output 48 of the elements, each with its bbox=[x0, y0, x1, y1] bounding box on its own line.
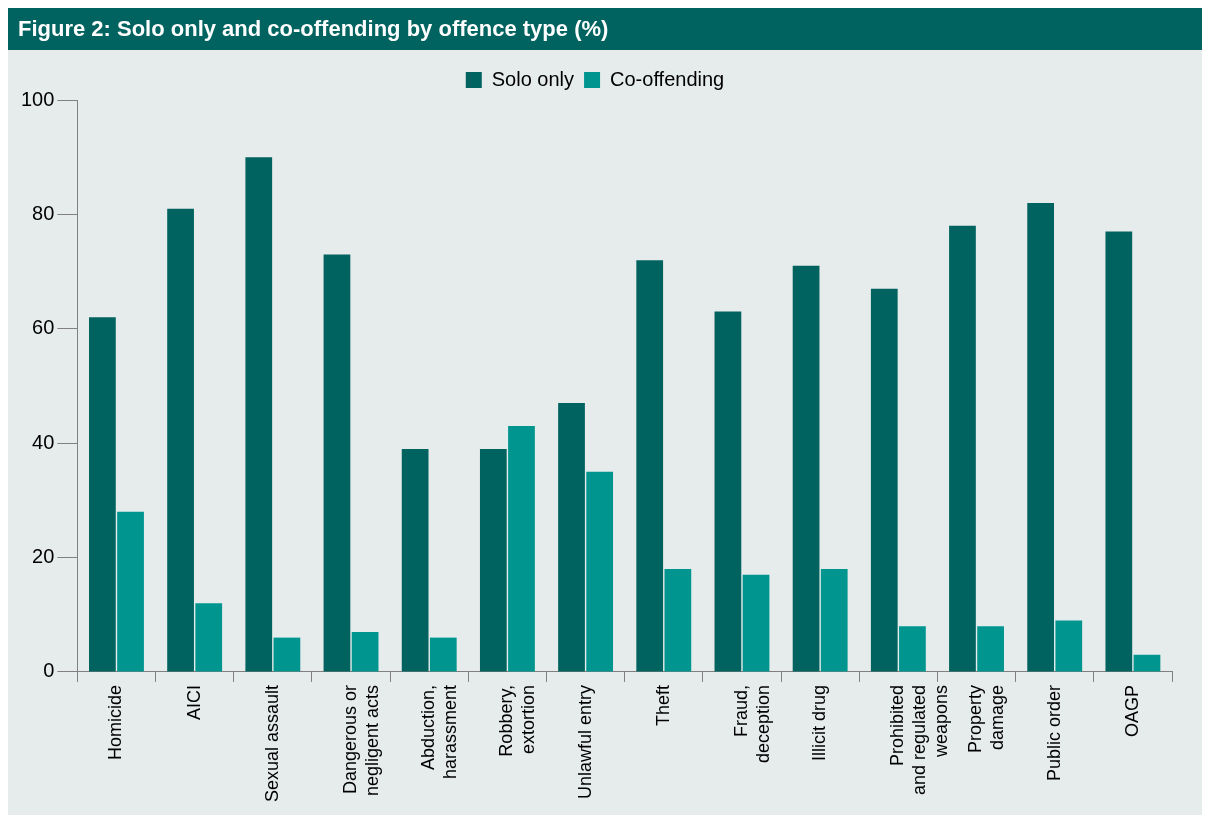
bar bbox=[429, 637, 457, 672]
x-tick-label: AICI bbox=[183, 684, 204, 720]
x-tick-label: Sexual assault bbox=[261, 684, 282, 803]
y-tick-label: 100 bbox=[20, 87, 55, 110]
bar bbox=[273, 637, 301, 672]
y-tick-label: 20 bbox=[32, 545, 55, 568]
x-tick-label: Fraud, deception bbox=[730, 684, 773, 764]
bar bbox=[167, 208, 194, 672]
bar bbox=[636, 260, 664, 672]
bar bbox=[89, 317, 116, 672]
x-tick-label: Homicide bbox=[105, 684, 126, 760]
legend-label: Solo only bbox=[491, 67, 575, 90]
bar bbox=[870, 288, 898, 672]
bar bbox=[792, 265, 820, 672]
bar bbox=[351, 631, 379, 672]
bar bbox=[401, 448, 429, 672]
chart-title: Figure 2: Solo only and co-offending by offence type (%) bbox=[8, 8, 1202, 50]
y-tick-label: 40 bbox=[32, 430, 55, 453]
x-tick-label: Theft bbox=[652, 684, 673, 726]
bar bbox=[245, 157, 273, 672]
bar bbox=[949, 225, 976, 672]
bar bbox=[586, 471, 614, 672]
bar bbox=[479, 448, 507, 672]
bar bbox=[977, 626, 1004, 672]
x-tick-label: Unlawful entry bbox=[574, 684, 595, 799]
x-tick-label: Illicit drug bbox=[809, 684, 830, 761]
bar bbox=[323, 254, 351, 672]
bar bbox=[714, 311, 742, 672]
bar bbox=[1133, 654, 1161, 672]
bar bbox=[899, 626, 926, 672]
x-tick-label: Prohibited and regulated weapons bbox=[887, 684, 951, 796]
bar bbox=[195, 603, 223, 672]
bar bbox=[117, 511, 144, 672]
bar bbox=[820, 568, 848, 672]
bar bbox=[1027, 202, 1055, 672]
bar bbox=[664, 568, 692, 672]
bar bbox=[1105, 231, 1133, 672]
bar bbox=[558, 403, 585, 672]
bar bbox=[742, 574, 770, 672]
legend-label: Co-offending bbox=[610, 67, 725, 90]
bar bbox=[1055, 620, 1083, 672]
x-tick-label: OAGP bbox=[1121, 684, 1142, 737]
y-tick-label: 60 bbox=[32, 316, 55, 339]
bar bbox=[508, 426, 535, 672]
y-tick-label: 0 bbox=[43, 659, 55, 682]
x-tick-label: Dangerous or negligent acts bbox=[340, 684, 382, 797]
x-tick-label: Public order bbox=[1043, 684, 1064, 781]
y-tick-label: 80 bbox=[32, 201, 55, 224]
